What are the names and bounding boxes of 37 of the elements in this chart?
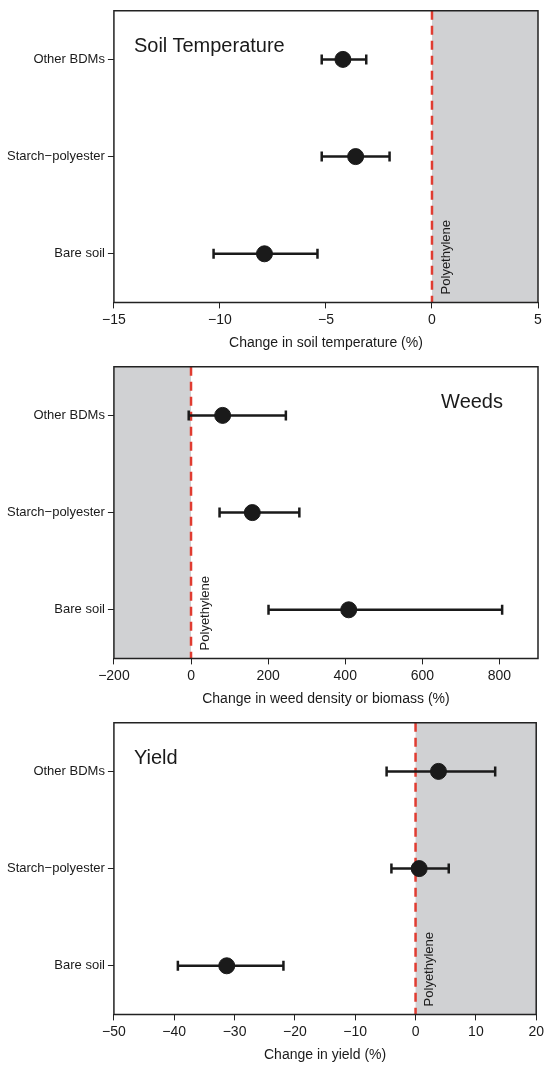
y-tick-label: Other BDMs	[33, 406, 106, 422]
ref-line-label: Polyethylene	[196, 575, 212, 651]
x-axis-title: Change in weed density or biomass (%)	[202, 690, 450, 707]
x-tick-label: −40	[162, 1022, 187, 1039]
x-tick-label: 10	[468, 1022, 484, 1039]
x-axis-title: Change in soil temperature (%)	[229, 334, 423, 351]
x-tick-label: 800	[487, 666, 512, 683]
text: Weeds	[441, 390, 503, 413]
x-axis-title: Change in yield (%)	[263, 1046, 387, 1063]
x-tick-label: 400	[333, 666, 358, 683]
text: Soil Temperature	[133, 34, 285, 57]
x-tick-label: −15	[102, 310, 126, 327]
x-tick-label: 0	[411, 1022, 420, 1039]
ref-line-label: Polyethylene	[421, 931, 437, 1007]
x-tick-label: −30	[222, 1022, 247, 1039]
y-tick-label: Bare soil	[54, 957, 106, 973]
x-tick-label: 5	[534, 310, 543, 327]
y-tick-label: Bare soil	[54, 245, 106, 261]
y-tick-label: Starch−polyester	[6, 148, 106, 164]
y-tick-label: Starch−polyester	[6, 860, 106, 876]
x-tick-label: −50	[102, 1022, 126, 1039]
y-tick-label: Other BDMs	[33, 762, 106, 778]
y-tick-label: Bare soil	[54, 601, 106, 617]
y-tick-label: Starch−polyester	[6, 504, 106, 520]
x-tick-label: −10	[208, 310, 233, 327]
x-tick-label: −10	[343, 1022, 368, 1039]
x-tick-label: −5	[317, 310, 335, 327]
x-tick-label: 0	[187, 666, 196, 683]
text: Yield	[133, 746, 178, 769]
x-tick-label: −20	[283, 1022, 307, 1039]
ref-line-label: Polyethylene	[437, 219, 453, 295]
x-tick-label: 600	[410, 666, 435, 683]
x-tick-label: 200	[256, 666, 281, 683]
y-tick-label: Other BDMs	[33, 50, 106, 66]
x-tick-label: −200	[98, 666, 130, 683]
x-tick-label: 0	[428, 310, 437, 327]
x-tick-label: 20	[528, 1022, 545, 1039]
